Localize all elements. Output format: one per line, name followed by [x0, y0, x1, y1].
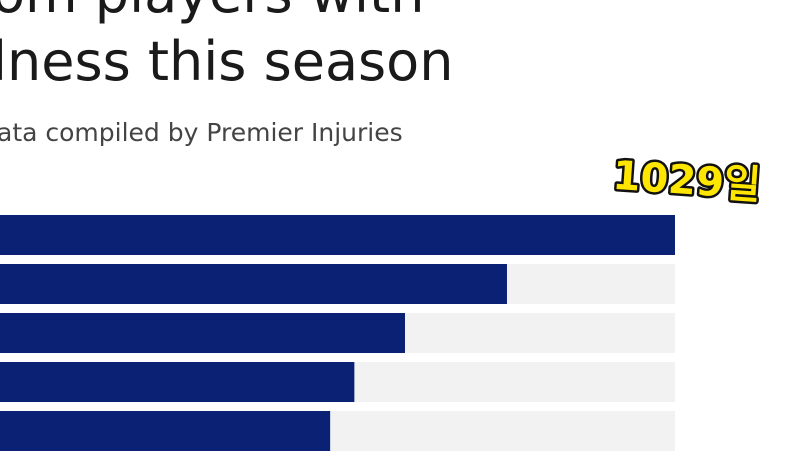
bar [0, 411, 331, 451]
bar [0, 264, 507, 304]
value-label: 1029일 [611, 153, 762, 209]
chart-title-line: lness this season [0, 30, 453, 93]
chart-subtitle: ata compiled by Premier Injuries [0, 118, 403, 147]
bar [0, 313, 405, 353]
chart-title-line: om players with [0, 0, 424, 25]
bar [0, 215, 675, 255]
bar [0, 362, 355, 402]
